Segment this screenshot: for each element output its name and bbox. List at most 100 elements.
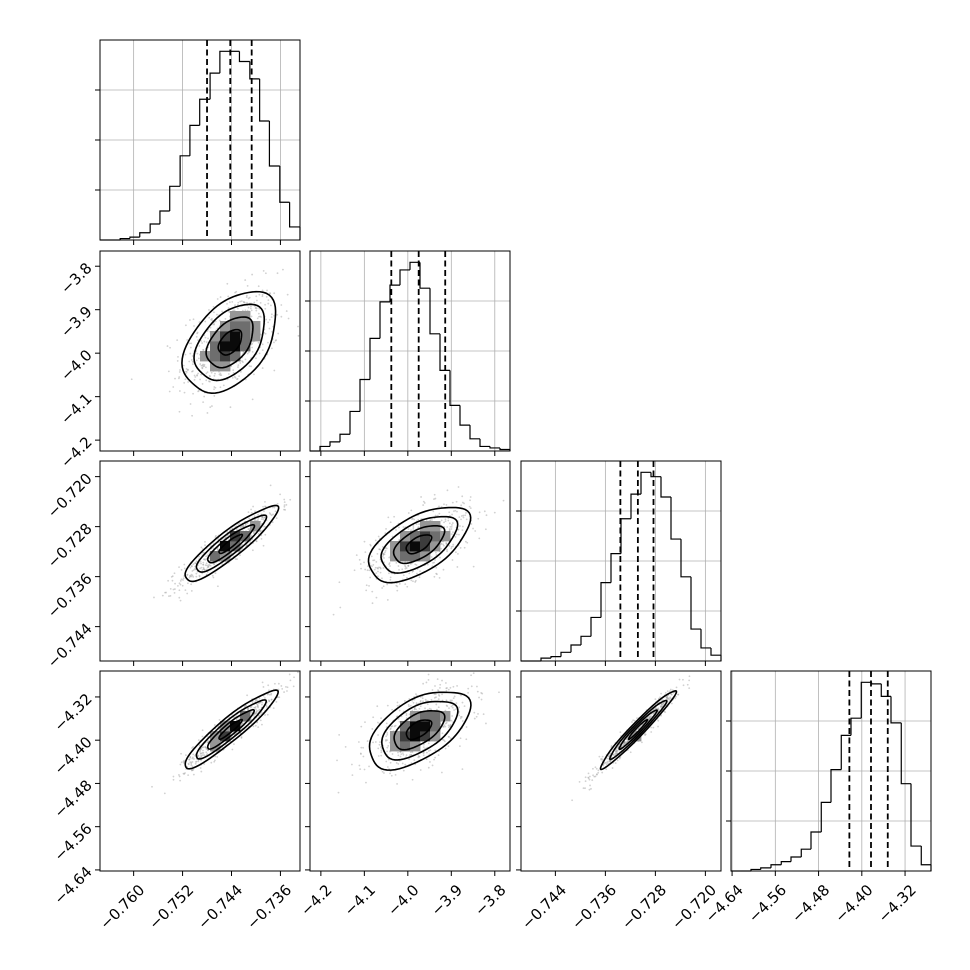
sample-point (444, 518, 447, 521)
sample-point (434, 693, 437, 696)
sample-point (419, 701, 422, 703)
histogram-bin (860, 681, 872, 719)
sample-point (268, 512, 271, 514)
sample-point (376, 567, 379, 569)
sample-point (377, 755, 380, 757)
sample-point (657, 709, 660, 711)
sample-point (192, 753, 195, 756)
sample-point (188, 758, 191, 761)
sample-point (205, 746, 208, 749)
sample-point (189, 352, 192, 355)
sample-point (422, 746, 425, 749)
sample-point (453, 709, 455, 711)
sample-point (257, 706, 260, 709)
sample-point (194, 376, 197, 378)
density-cell (410, 541, 421, 552)
sample-point (189, 346, 192, 349)
sample-point (465, 512, 467, 514)
sample-point (415, 708, 418, 711)
sample-point (250, 511, 253, 514)
sample-point (457, 486, 460, 488)
sample-point (221, 310, 223, 313)
sample-point (405, 567, 408, 569)
density-cell (400, 721, 411, 732)
histogram-bin (369, 337, 380, 380)
sample-point (201, 729, 204, 732)
sample-point (239, 362, 242, 364)
sample-point (188, 576, 191, 579)
sample-point (218, 719, 221, 721)
sample-point (251, 273, 254, 276)
sample-point (205, 558, 208, 560)
sample-point (250, 343, 253, 346)
sample-point (502, 499, 505, 502)
histogram-bin (910, 783, 922, 847)
sample-point (410, 754, 412, 756)
sample-point (414, 581, 417, 583)
sample-point (372, 741, 374, 744)
sample-point (224, 317, 227, 320)
sample-point (191, 355, 194, 357)
sample-point (273, 682, 276, 685)
sample-point (403, 700, 406, 702)
sample-point (204, 746, 206, 748)
sample-point (214, 572, 217, 575)
sample-point (180, 578, 183, 581)
sample-point (337, 791, 340, 794)
sample-point (425, 700, 428, 702)
histogram-bin (750, 868, 761, 871)
histogram-bin (840, 734, 851, 770)
sample-point (442, 725, 445, 728)
sample-point (211, 317, 213, 320)
sample-point (448, 544, 451, 547)
sample-point (190, 573, 193, 576)
contour-level (217, 328, 243, 356)
sample-point (406, 585, 409, 588)
sample-point (455, 702, 458, 705)
sample-point (588, 775, 591, 778)
sample-point (203, 365, 206, 368)
sample-point (233, 375, 236, 378)
sample-point (388, 556, 391, 559)
sample-point (184, 772, 186, 774)
sample-point (397, 565, 400, 567)
sample-point (381, 545, 384, 548)
sample-point (455, 500, 458, 503)
sample-point (472, 565, 475, 568)
sample-point (230, 552, 233, 555)
sample-point (413, 698, 416, 701)
sample-point (618, 757, 621, 760)
sample-point (192, 773, 195, 776)
sample-point (357, 741, 360, 743)
sample-point (591, 779, 594, 782)
sample-point (389, 521, 392, 524)
sample-point (202, 566, 205, 569)
sample-point (437, 693, 440, 696)
sample-point (242, 361, 244, 364)
sample-point (251, 549, 254, 552)
density-cell (420, 721, 431, 732)
sample-point (478, 537, 481, 540)
sample-point (190, 342, 193, 345)
sample-point (626, 740, 629, 743)
sample-point (200, 759, 202, 762)
sample-point (205, 341, 208, 343)
sample-point (445, 542, 448, 545)
sample-point (243, 301, 246, 304)
sample-point (271, 506, 274, 509)
sample-point (430, 698, 433, 701)
sample-point (606, 757, 608, 760)
sample-point (183, 381, 186, 384)
sample-point (205, 562, 208, 565)
sample-point (408, 698, 411, 700)
sample-point (369, 543, 372, 546)
sample-point (178, 390, 181, 392)
sample-point (231, 748, 234, 751)
sample-point (665, 696, 668, 699)
contour-level (218, 533, 244, 555)
sample-point (255, 357, 257, 360)
sample-point (203, 568, 205, 571)
sample-point (445, 721, 448, 724)
sample-point (240, 300, 243, 303)
histogram-bin (479, 438, 490, 448)
